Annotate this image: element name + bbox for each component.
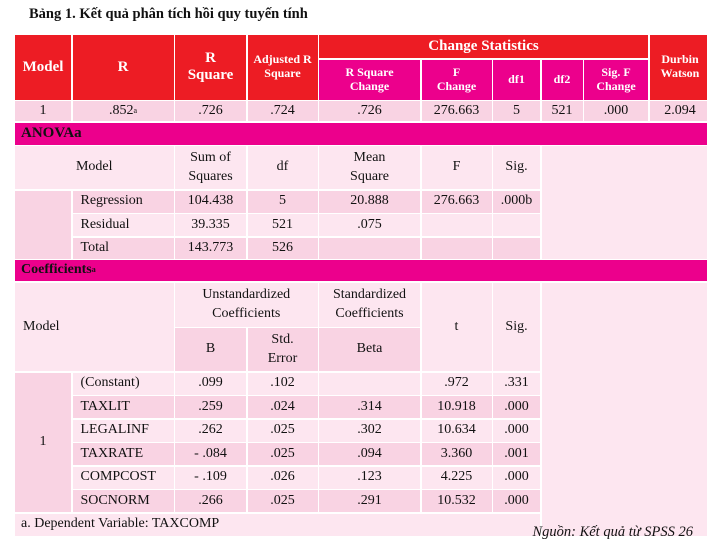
anova-cell: 20.888	[319, 190, 420, 213]
cell-sig-f-change: .000	[584, 101, 648, 121]
cell-df1: 5	[493, 101, 540, 121]
cell-durbin-watson: 2.094	[649, 101, 707, 121]
coef-cell: .259	[175, 396, 246, 418]
coef-header-sig: Sig.	[493, 282, 540, 371]
anova-cell: .000b	[493, 190, 540, 213]
coef-blank-area	[541, 282, 707, 536]
coef-cell: .025	[247, 443, 318, 465]
anova-model-cell	[15, 190, 71, 259]
coef-row-label: TAXLIT	[72, 396, 174, 418]
header-durbin-watson: Durbin Watson	[649, 35, 707, 100]
coef-cell: - .084	[175, 443, 246, 465]
coef-cell	[319, 372, 420, 395]
header-f-change: F Change	[421, 59, 492, 100]
regression-table: Model R R Square Adjusted R Square Chang…	[15, 35, 707, 536]
cell-r-square: .726	[175, 101, 246, 121]
coef-cell: .099	[175, 372, 246, 395]
coef-cell: 10.634	[421, 419, 492, 442]
coef-row-label: (Constant)	[72, 372, 174, 395]
coef-header-beta: Beta	[319, 328, 420, 371]
coef-header-unstandardized: Unstandardized Coefficients	[175, 282, 318, 327]
coef-cell: 4.225	[421, 466, 492, 489]
coef-row-label: SOCNORM	[72, 490, 174, 512]
coef-row-label: TAXRATE	[72, 443, 174, 465]
coef-header-model: Model	[15, 282, 174, 371]
header-df1: df1	[493, 59, 540, 100]
cell-adjusted-r-square: .724	[247, 101, 318, 121]
anova-header-df: df	[247, 146, 318, 189]
anova-header-sum-of-squares: Sum of Squares	[175, 146, 246, 189]
anova-cell	[421, 214, 492, 236]
coef-cell: .025	[247, 490, 318, 512]
anova-cell: 143.773	[175, 237, 246, 259]
coef-model-number: 1	[15, 372, 71, 512]
coef-cell: .266	[175, 490, 246, 512]
anova-cell: 5	[247, 190, 318, 213]
anova-cell	[493, 237, 540, 259]
coef-cell: 10.918	[421, 396, 492, 418]
header-r-square: R Square	[175, 35, 246, 100]
table-title: Bảng 1. Kết quả phân tích hồi quy tuyến …	[29, 6, 308, 22]
coef-cell: .302	[319, 419, 420, 442]
coef-cell: 10.532	[421, 490, 492, 512]
coef-cell: .094	[319, 443, 420, 465]
anova-row-label: Total	[72, 237, 174, 259]
anova-blank-area	[541, 146, 707, 259]
coef-row-label: LEGALINF	[72, 419, 174, 442]
coef-cell: .331	[493, 372, 540, 395]
header-sig-f-change: Sig. F Change	[584, 59, 648, 100]
source-note: Nguồn: Kết quả từ SPSS 26	[532, 524, 693, 540]
cell-model: 1	[15, 101, 71, 121]
coef-cell: .000	[493, 419, 540, 442]
coef-cell: .000	[493, 490, 540, 512]
cell-df2: 521	[541, 101, 583, 121]
coef-cell: .972	[421, 372, 492, 395]
coef-cell: .026	[247, 466, 318, 489]
header-r: R	[72, 35, 174, 100]
coef-cell: .314	[319, 396, 420, 418]
cell-r-square-change: .726	[319, 101, 420, 121]
coef-header-standardized: Standardized Coefficients	[319, 282, 420, 327]
anova-section-title: ANOVAa	[15, 122, 707, 145]
coef-footnote: a. Dependent Variable: TAXCOMP	[15, 513, 540, 536]
header-df2: df2	[541, 59, 583, 100]
header-r-square-change: R Square Change	[319, 59, 420, 100]
cell-f-change: 276.663	[421, 101, 492, 121]
coef-header-b: B	[175, 328, 246, 371]
anova-row-label: Residual	[72, 214, 174, 236]
coef-header-t: t	[421, 282, 492, 371]
anova-cell: 104.438	[175, 190, 246, 213]
coef-cell: 3.360	[421, 443, 492, 465]
coef-header-std-error: Std. Error	[247, 328, 318, 371]
anova-cell: 526	[247, 237, 318, 259]
anova-header-model: Model	[15, 146, 174, 189]
coef-cell: .291	[319, 490, 420, 512]
coefficients-section-title: Coefficients a	[15, 260, 707, 281]
anova-cell: 39.335	[175, 214, 246, 236]
cell-r: .852 a	[72, 101, 174, 121]
coef-cell: .024	[247, 396, 318, 418]
anova-header-mean-square: Mean Square	[319, 146, 420, 189]
coef-cell: .102	[247, 372, 318, 395]
coef-cell: .001	[493, 443, 540, 465]
anova-header-f: F	[421, 146, 492, 189]
anova-cell: .075	[319, 214, 420, 236]
header-model: Model	[15, 35, 71, 100]
anova-cell: 276.663	[421, 190, 492, 213]
coef-cell: .262	[175, 419, 246, 442]
anova-row-label: Regression	[72, 190, 174, 213]
anova-cell	[319, 237, 420, 259]
coef-cell: .000	[493, 466, 540, 489]
coef-row-label: COMPCOST	[72, 466, 174, 489]
coef-cell: .000	[493, 396, 540, 418]
anova-header-sig: Sig.	[493, 146, 540, 189]
anova-cell	[493, 214, 540, 236]
header-change-statistics: Change Statistics	[319, 35, 648, 58]
anova-cell: 521	[247, 214, 318, 236]
coef-cell: .025	[247, 419, 318, 442]
coef-cell: - .109	[175, 466, 246, 489]
anova-cell	[421, 237, 492, 259]
header-adjusted-r-square: Adjusted R Square	[247, 35, 318, 100]
coef-cell: .123	[319, 466, 420, 489]
